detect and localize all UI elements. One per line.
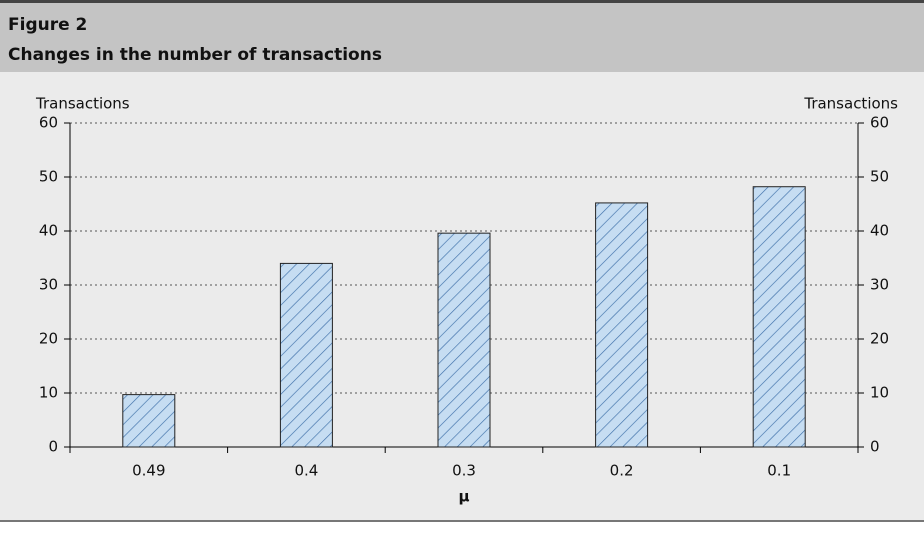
bar: [437, 232, 491, 448]
y2-tick-label: 30: [870, 276, 889, 294]
bar: [122, 394, 176, 448]
y-tick-label: 10: [39, 384, 58, 402]
bar: [752, 186, 806, 448]
y-tick-label: 60: [39, 114, 58, 132]
y2-tick-label: 50: [870, 168, 889, 186]
chart-title: Changes in the number of transactions: [8, 45, 382, 65]
figure-label: Figure 2: [8, 15, 87, 35]
y2-tick-label: 60: [870, 114, 889, 132]
x-tick-label: 0.49: [132, 462, 165, 480]
x-tick-label: 0.1: [767, 462, 791, 480]
y2-tick-label: 10: [870, 384, 889, 402]
y2-tick-label: 20: [870, 330, 889, 348]
x-tick-label: 0.3: [452, 462, 476, 480]
y-axis-label: Transactions: [35, 95, 130, 113]
bar: [279, 262, 333, 448]
x-tick-label: 0.2: [610, 462, 634, 480]
x-axis-label: μ: [458, 488, 469, 506]
header-band: [0, 0, 924, 72]
x-tick-label: 0.4: [294, 462, 318, 480]
y-tick-label: 30: [39, 276, 58, 294]
y-tick-label: 50: [39, 168, 58, 186]
bottom-rule: [0, 520, 924, 522]
top-rule: [0, 0, 924, 3]
y2-tick-label: 0: [870, 438, 880, 456]
y-tick-label: 40: [39, 222, 58, 240]
y-tick-label: 0: [48, 438, 58, 456]
y2-tick-label: 40: [870, 222, 889, 240]
bar: [595, 202, 649, 448]
y2-axis-label: Transactions: [803, 95, 898, 113]
y-tick-label: 20: [39, 330, 58, 348]
